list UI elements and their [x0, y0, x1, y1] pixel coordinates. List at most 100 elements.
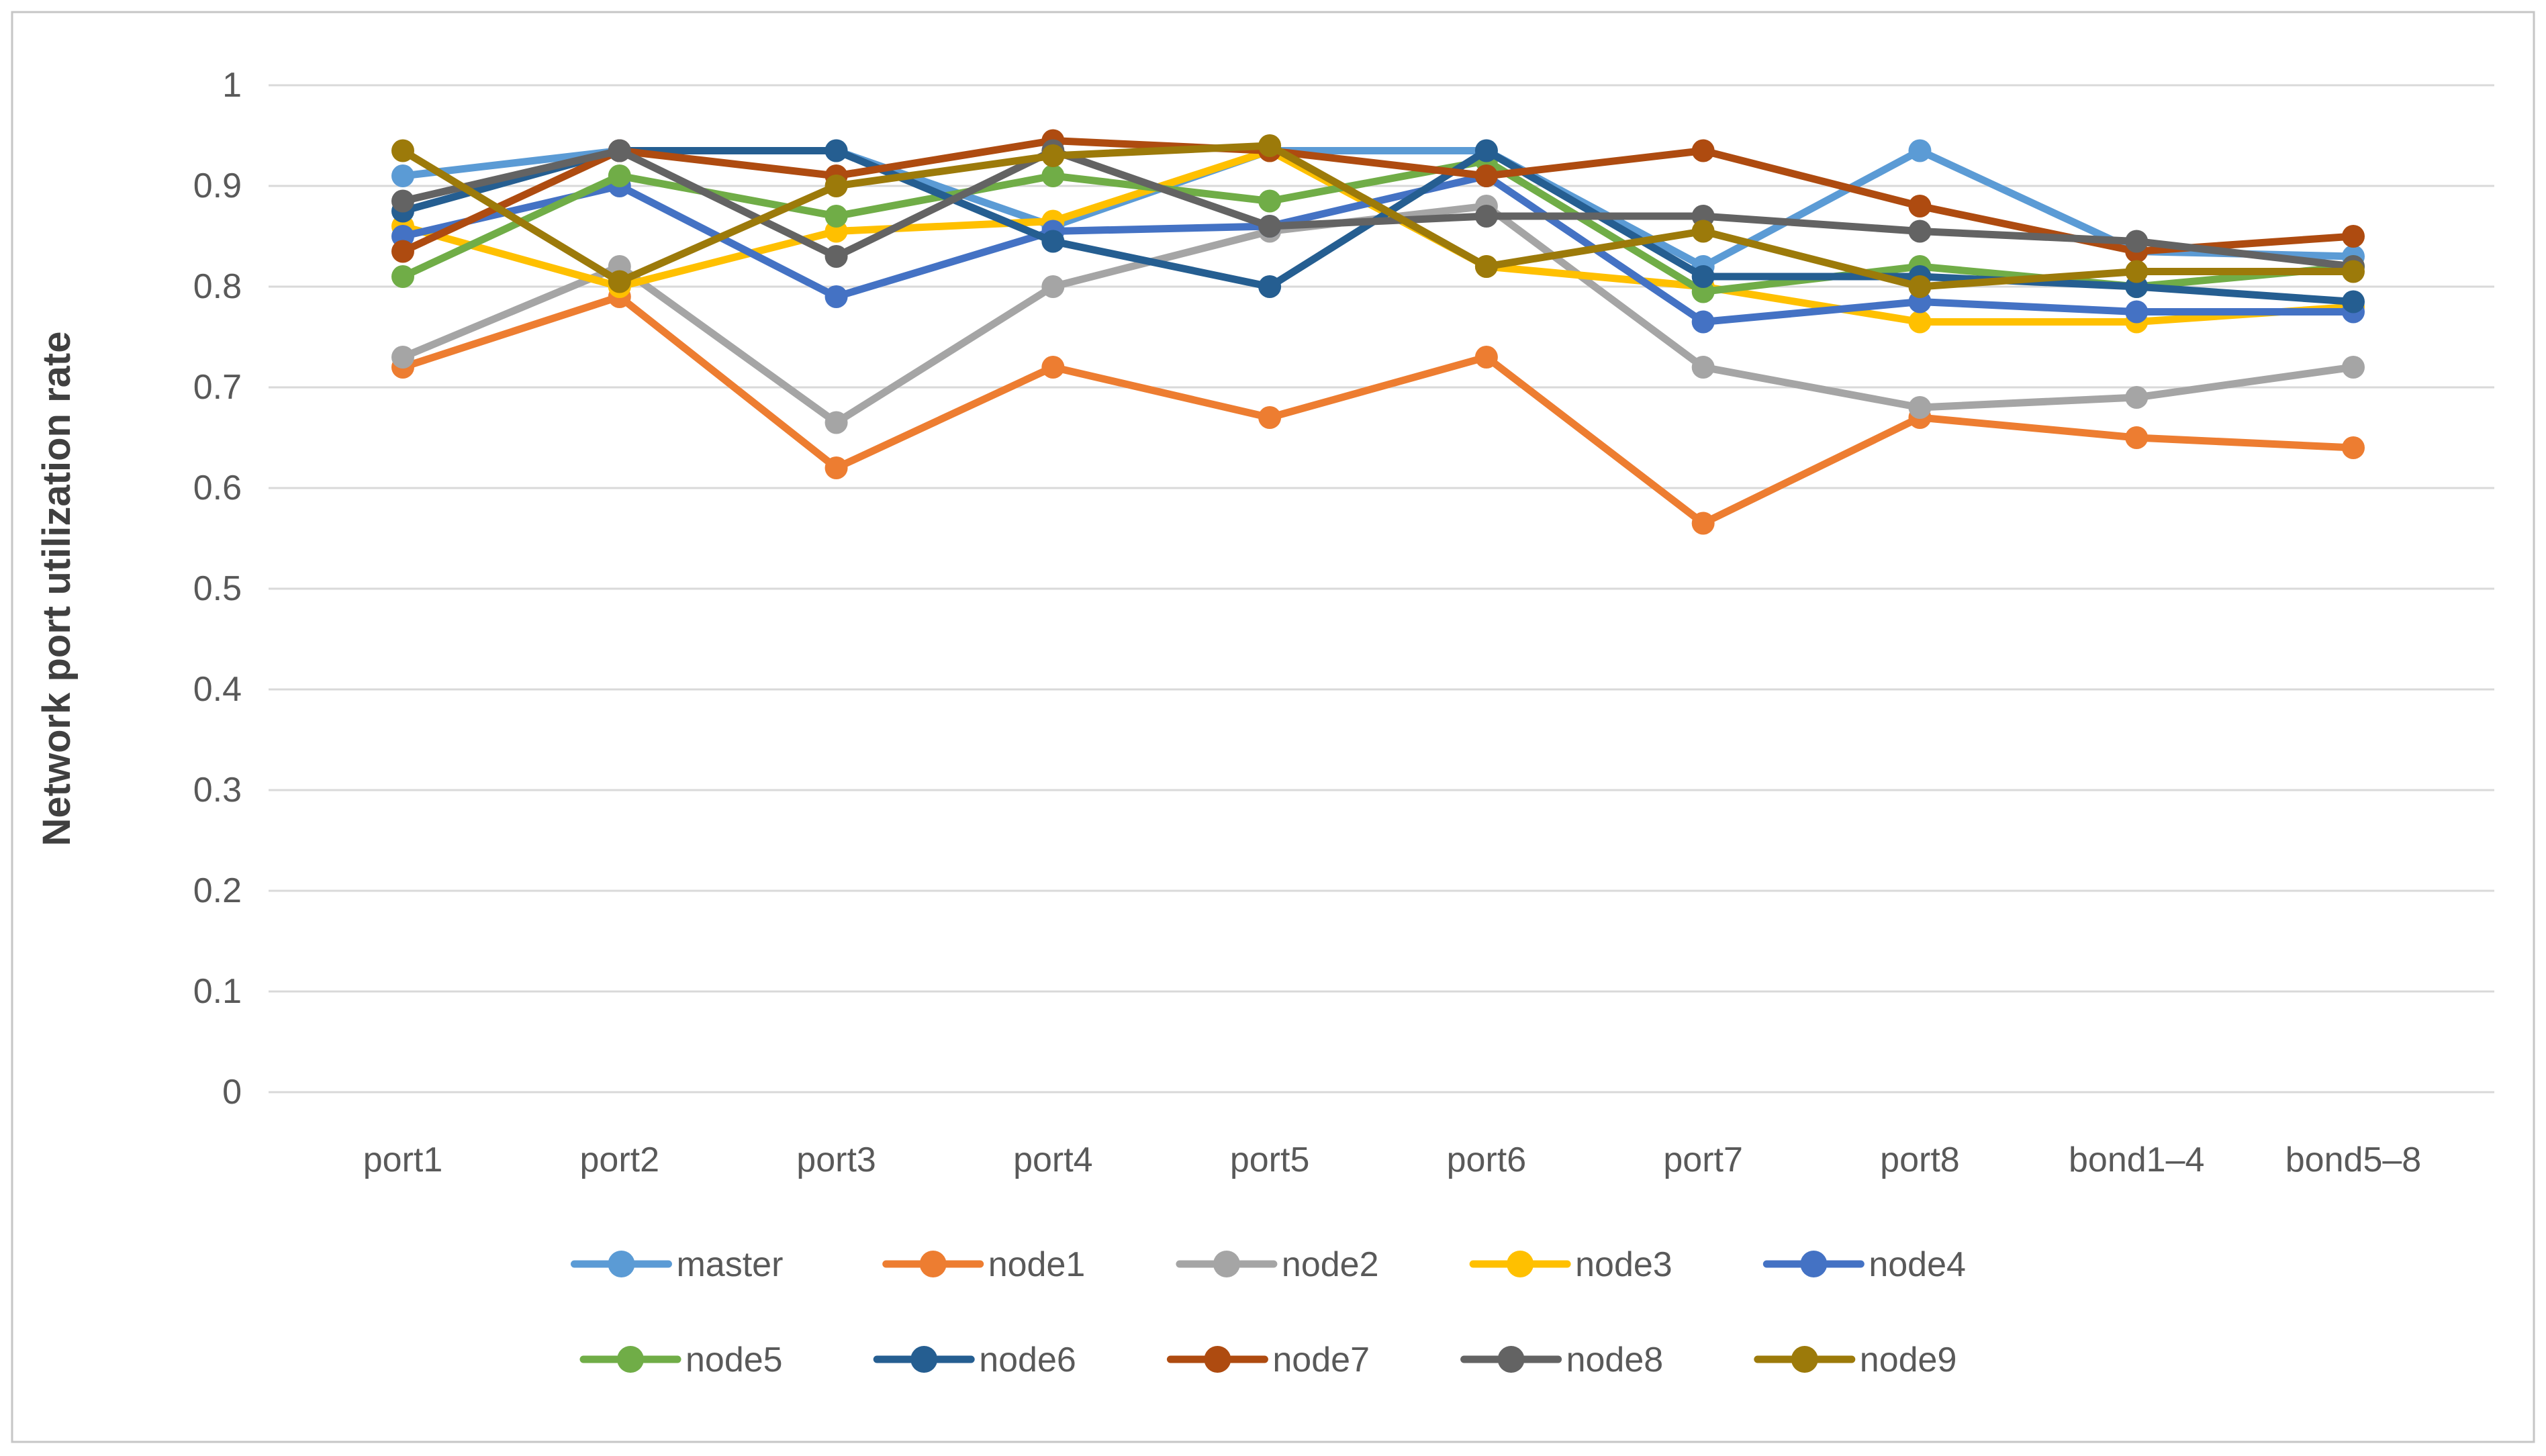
- data-point-node1-port7: [1691, 512, 1715, 535]
- legend-marker-node4: [1800, 1251, 1828, 1277]
- legend-item-node9: node9: [1754, 1341, 1957, 1379]
- series-lines: [391, 129, 2365, 535]
- data-point-node8-port8: [1908, 220, 1932, 243]
- y-tick-label: 0.5: [193, 569, 242, 608]
- legend-marker-node1: [919, 1251, 947, 1277]
- data-point-master-port1: [391, 164, 414, 187]
- data-point-node9-port7: [1691, 220, 1715, 243]
- legend-marker-node8: [1497, 1346, 1525, 1373]
- data-point-node8-port2: [608, 139, 631, 162]
- legend-item-node4: node4: [1762, 1245, 1966, 1284]
- figure-border: [11, 11, 2535, 1443]
- data-point-node8-port5: [1258, 215, 1282, 238]
- y-tick-label: 0.3: [193, 771, 242, 810]
- series-node2: [391, 195, 2365, 434]
- data-point-node5-port5: [1258, 189, 1282, 213]
- series-node9: [391, 134, 2365, 298]
- legend-marker-node3: [1507, 1251, 1534, 1277]
- data-point-node8-port3: [824, 245, 848, 268]
- legend-label-node7: node7: [1272, 1341, 1370, 1379]
- y-tick-label: 0.8: [193, 267, 242, 306]
- data-point-node6-port3: [824, 139, 848, 162]
- data-point-node7-port7: [1691, 139, 1715, 162]
- x-category-label: port8: [1880, 1140, 1960, 1179]
- data-point-node2-port1: [391, 346, 414, 369]
- legend-marker-node5: [617, 1346, 644, 1373]
- data-point-node9-port5: [1258, 134, 1282, 157]
- data-point-node9-port8: [1908, 275, 1932, 298]
- y-tick-label: 0.2: [193, 871, 242, 910]
- data-point-node2-port7: [1691, 356, 1715, 379]
- data-point-node7-port8: [1908, 195, 1932, 217]
- y-tick-labels: 0 0.1 0.2 0.3 0.4 0.5 0.6 0.7 0.8 0.9 1: [193, 66, 242, 1112]
- data-point-node5-port1: [391, 265, 414, 288]
- y-axis-title: Network port utilization rate: [35, 332, 79, 846]
- data-point-node3-port8: [1908, 310, 1932, 334]
- legend-marker-node2: [1213, 1251, 1240, 1277]
- data-point-node5-port2: [608, 164, 631, 187]
- data-point-node2-port4: [1041, 275, 1065, 298]
- y-tick-label: 0.1: [193, 972, 242, 1011]
- data-point-node7-port6: [1474, 164, 1498, 187]
- y-tick-label: 1: [222, 66, 242, 105]
- data-point-node1-bond1–4: [2125, 426, 2149, 449]
- data-point-node9-port6: [1474, 255, 1498, 278]
- legend-marker-node6: [910, 1346, 938, 1373]
- legend-item-node7: node7: [1166, 1341, 1370, 1379]
- data-point-node8-port1: [391, 189, 414, 213]
- x-category-label: bond1–4: [2069, 1140, 2204, 1179]
- data-point-node1-port6: [1474, 346, 1498, 369]
- legend-marker-master: [608, 1251, 635, 1277]
- legend-label-node1: node1: [988, 1245, 1086, 1284]
- legend: master node1 node2 node3 node4 node5 node6 node…: [570, 1245, 1966, 1379]
- data-point-node1-port3: [824, 456, 848, 479]
- x-category-label: port1: [363, 1140, 443, 1179]
- legend-label-node5: node5: [686, 1341, 783, 1379]
- data-point-node2-port3: [824, 411, 848, 434]
- legend-label-master: master: [676, 1245, 783, 1284]
- legend-label-node3: node3: [1575, 1245, 1672, 1284]
- data-point-node5-port4: [1041, 164, 1065, 187]
- legend-item-master: master: [570, 1245, 783, 1284]
- data-point-node8-bond1–4: [2125, 230, 2149, 253]
- x-category-label: bond5–8: [2285, 1140, 2421, 1179]
- legend-item-node2: node2: [1176, 1245, 1379, 1284]
- legend-label-node9: node9: [1860, 1341, 1957, 1379]
- legend-marker-node7: [1204, 1346, 1231, 1373]
- data-point-node6-port6: [1474, 139, 1498, 162]
- data-point-node2-port8: [1908, 396, 1932, 419]
- data-point-node9-port1: [391, 139, 414, 162]
- data-point-node2-bond1–4: [2125, 386, 2149, 409]
- data-point-master-port8: [1908, 139, 1932, 162]
- data-point-node9-port2: [608, 270, 631, 293]
- x-category-labels: port1 port2 port3 port4 port5 port6 port7 port8…: [363, 1140, 2421, 1179]
- series-line-node4: [399, 172, 2357, 326]
- legend-item-node1: node1: [882, 1245, 1086, 1284]
- legend-label-node8: node8: [1566, 1341, 1664, 1379]
- data-point-node2-bond5–8: [2342, 356, 2365, 379]
- gridlines: [269, 84, 2494, 1094]
- data-point-node7-port1: [391, 240, 414, 263]
- legend-item-node6: node6: [873, 1341, 1076, 1379]
- data-point-node4-bond1–4: [2125, 300, 2149, 324]
- data-point-node4-port7: [1691, 310, 1715, 334]
- data-point-node9-bond1–4: [2125, 260, 2149, 283]
- data-point-node4-port3: [824, 285, 848, 308]
- x-category-label: port5: [1230, 1140, 1310, 1179]
- series-line-node9: [399, 142, 2357, 291]
- y-tick-label: 0: [222, 1073, 242, 1112]
- data-point-node9-port4: [1041, 144, 1065, 167]
- y-tick-label: 0.9: [193, 166, 242, 205]
- y-tick-label: 0.6: [193, 469, 242, 507]
- legend-marker-node9: [1791, 1346, 1818, 1373]
- data-point-node6-bond5–8: [2342, 290, 2365, 313]
- legend-label-node2: node2: [1282, 1245, 1379, 1284]
- series-line-node8: [399, 147, 2357, 271]
- data-point-node1-port4: [1041, 356, 1065, 379]
- data-point-node1-port5: [1258, 406, 1282, 429]
- x-category-label: port4: [1013, 1140, 1093, 1179]
- data-point-node1-bond5–8: [2342, 436, 2365, 459]
- legend-label-node6: node6: [979, 1341, 1076, 1379]
